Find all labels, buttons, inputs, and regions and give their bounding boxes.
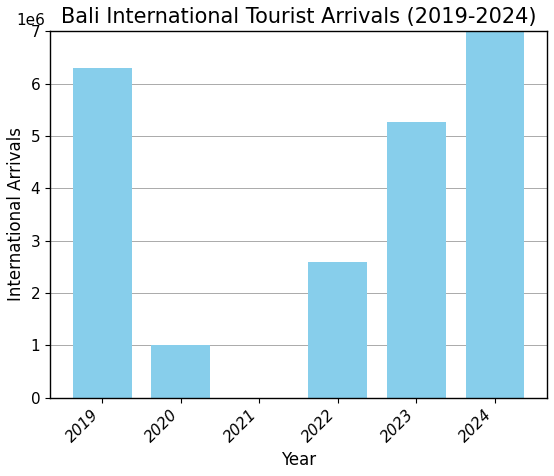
Bar bbox=[309, 261, 367, 397]
Bar bbox=[387, 122, 446, 397]
X-axis label: Year: Year bbox=[281, 451, 316, 469]
Title: Bali International Tourist Arrivals (2019-2024): Bali International Tourist Arrivals (201… bbox=[61, 7, 536, 27]
Text: 1e6: 1e6 bbox=[16, 13, 45, 28]
Bar bbox=[465, 31, 525, 397]
Bar bbox=[151, 345, 210, 397]
Bar bbox=[73, 68, 131, 397]
Y-axis label: International Arrivals: International Arrivals bbox=[7, 128, 25, 301]
